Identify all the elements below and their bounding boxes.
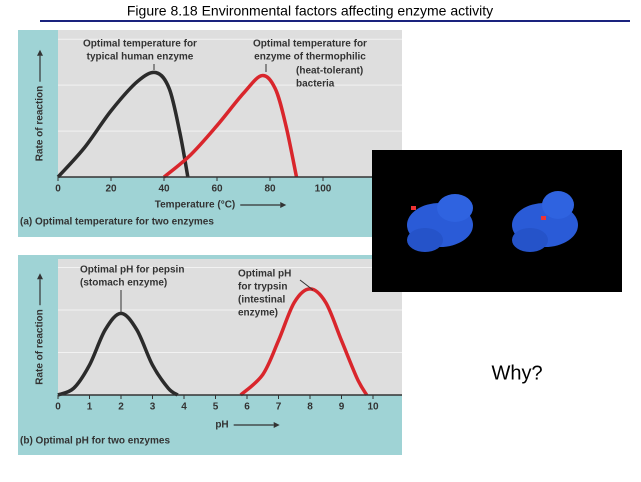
x-tick-label: 8 <box>307 402 313 413</box>
x-axis-label: Temperature (°C) <box>155 200 236 211</box>
curve <box>56 70 190 179</box>
protein <box>542 191 574 219</box>
annotation: (heat-tolerant) <box>296 66 363 77</box>
x-tick-label: 9 <box>339 402 345 413</box>
x-tick-label: 60 <box>211 184 223 195</box>
y-axis-label: Rate of reaction <box>35 309 46 385</box>
annotation: enzyme of thermophilic <box>254 52 366 63</box>
protein <box>512 228 548 252</box>
protein-image <box>372 150 622 292</box>
x-tick-label: 0 <box>55 402 61 413</box>
slide-title: Figure 8.18 Environmental factors affect… <box>127 3 493 19</box>
x-tick-label: 3 <box>150 402 156 413</box>
protein <box>437 194 473 222</box>
x-tick-label: 4 <box>181 402 187 413</box>
x-tick-label: 1 <box>87 402 93 413</box>
annotation: for trypsin <box>238 282 287 293</box>
y-arrow-head <box>37 273 43 280</box>
caption: (a) Optimal temperature for two enzymes <box>20 217 214 228</box>
x-tick-label: 6 <box>244 402 250 413</box>
substrate <box>411 206 416 210</box>
y-axis-label: Rate of reaction <box>35 86 46 162</box>
annotation: Optimal temperature for <box>253 39 367 50</box>
x-tick-label: 20 <box>105 184 117 195</box>
x-tick-label: 80 <box>264 184 276 195</box>
annotation: (intestinal <box>238 295 285 306</box>
x-tick-label: 10 <box>367 402 379 413</box>
x-tick-label: 2 <box>118 402 124 413</box>
x-axis-label: pH <box>215 420 228 431</box>
curve <box>239 287 369 397</box>
annotation: (stomach enzyme) <box>80 278 167 289</box>
x-tick-label: 40 <box>158 184 170 195</box>
x-tick-label: 0 <box>55 184 61 195</box>
annotation: Optimal pH <box>238 269 291 280</box>
y-arrow-head <box>37 49 43 56</box>
plot-area <box>58 259 402 395</box>
x-tick-label: 5 <box>213 402 219 413</box>
annotation: Optimal temperature for <box>83 39 197 50</box>
leader <box>299 279 314 291</box>
x-tick-label: 100 <box>315 184 332 195</box>
curve <box>162 73 299 179</box>
x-arrow-head <box>280 202 287 208</box>
question: Why? <box>491 362 542 384</box>
annotation: bacteria <box>296 79 335 90</box>
curve <box>57 311 179 397</box>
substrate <box>541 216 546 220</box>
annotation: Optimal pH for pepsin <box>80 265 184 276</box>
annotation: typical human enzyme <box>87 52 194 63</box>
caption: (b) Optimal pH for two enzymes <box>20 436 170 447</box>
x-tick-label: 7 <box>276 402 282 413</box>
x-arrow-head <box>273 422 280 428</box>
annotation: enzyme) <box>238 308 278 319</box>
protein <box>407 228 443 252</box>
